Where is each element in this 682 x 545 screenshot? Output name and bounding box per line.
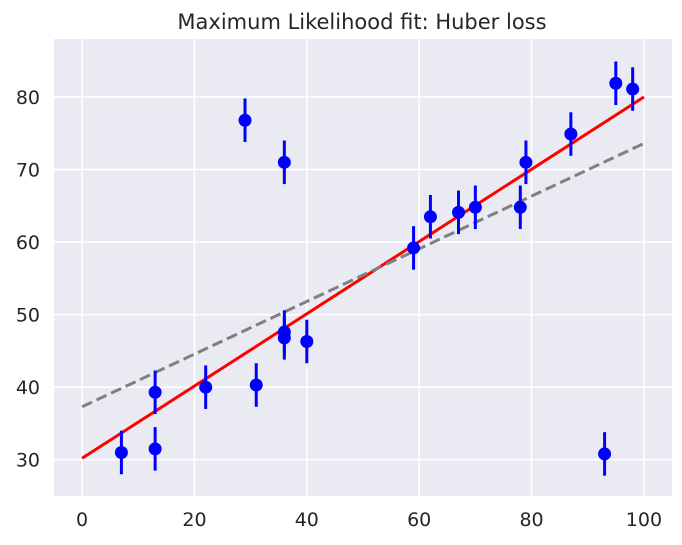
data-point	[277, 331, 291, 345]
y-tick-label: 60	[16, 232, 40, 254]
data-point	[564, 127, 578, 141]
huber-fit-line	[81, 95, 645, 460]
data-point	[277, 155, 291, 169]
grid	[54, 39, 672, 496]
x-tick-label: 0	[76, 509, 88, 531]
data-point	[609, 76, 623, 90]
data-point	[148, 385, 162, 399]
plot-area	[54, 39, 672, 496]
dashed-fit-line	[81, 142, 645, 409]
data-point	[626, 82, 640, 96]
data-point	[148, 442, 162, 456]
data-point	[199, 380, 213, 394]
x-tick-label: 60	[407, 509, 431, 531]
data-point	[519, 155, 533, 169]
data-point	[300, 334, 314, 348]
x-tick-label: 40	[295, 509, 319, 531]
chart-title: Maximum Likelihood fit: Huber loss	[177, 10, 546, 34]
data-points	[114, 61, 640, 476]
y-tick-label: 80	[16, 87, 40, 109]
y-tick-label: 50	[16, 305, 40, 327]
data-point	[238, 113, 252, 127]
data-point	[452, 205, 466, 219]
data-point	[468, 200, 482, 214]
data-point	[407, 241, 421, 255]
data-point	[423, 210, 437, 224]
x-tick-label: 100	[626, 509, 662, 531]
data-point	[114, 445, 128, 459]
y-tick-label: 40	[16, 377, 40, 399]
data-point	[249, 378, 263, 392]
x-tick-label: 80	[519, 509, 543, 531]
data-point	[513, 200, 527, 214]
fit-lines	[81, 95, 645, 460]
y-tick-label: 30	[16, 450, 40, 472]
x-tick-label: 20	[182, 509, 206, 531]
y-tick-label: 70	[16, 160, 40, 182]
tick-labels: 0 20 40 60 80 100 30 40 50 60 70 80	[16, 87, 662, 531]
data-point	[598, 447, 612, 461]
